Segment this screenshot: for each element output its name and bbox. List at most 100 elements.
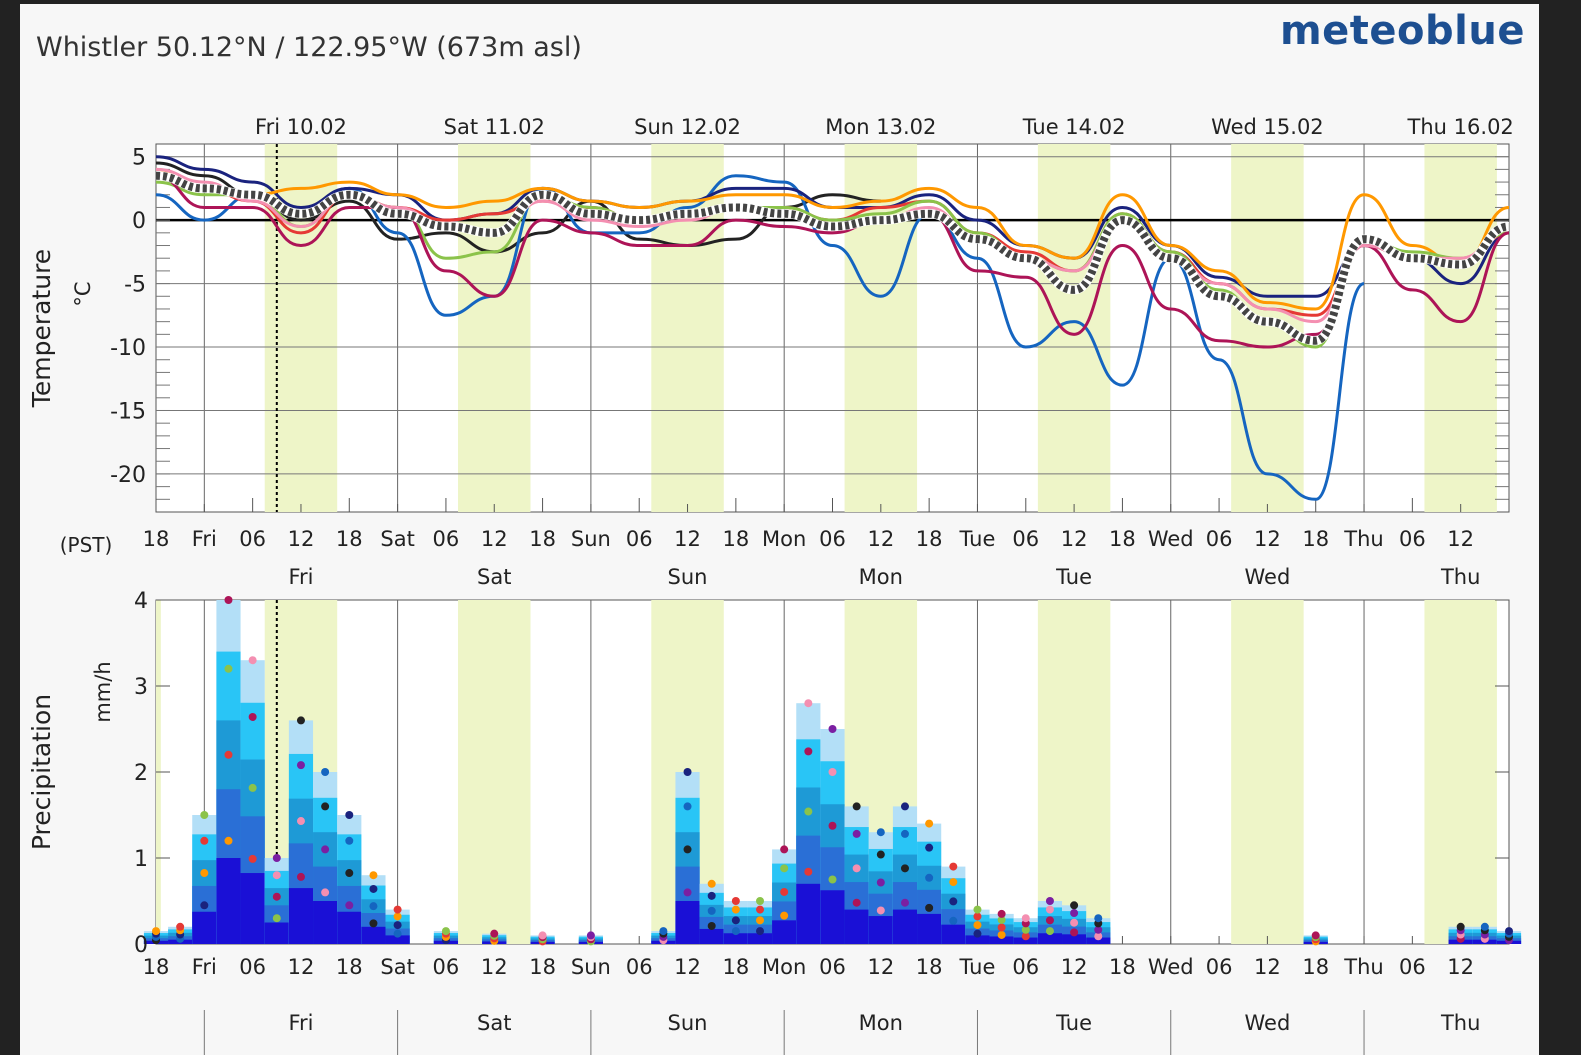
- precip-member-dot: [152, 927, 160, 936]
- precip-member-dot: [997, 930, 1006, 939]
- day-label: Sat: [477, 565, 511, 589]
- precip-member-dot: [200, 836, 209, 845]
- temperature-tick-label: -20: [110, 463, 146, 488]
- precip-member-dot: [272, 871, 281, 880]
- hour-label: 18: [336, 527, 363, 551]
- precip-bar: [288, 888, 314, 944]
- precip-member-dot: [248, 783, 257, 792]
- ensemble-mean-line: [155, 171, 1510, 345]
- precip-bar: [337, 911, 362, 944]
- precip-bar: [868, 916, 893, 944]
- date-label: Thu 16.02: [1407, 115, 1514, 139]
- hour-label: Sun: [571, 955, 611, 979]
- hour-label: Tue: [959, 955, 996, 979]
- precip-member-dot: [248, 854, 257, 863]
- precip-member-dot: [272, 892, 281, 901]
- precip-member-dot: [683, 888, 692, 897]
- date-label: Mon 13.02: [825, 115, 936, 139]
- precip-member-dot: [973, 921, 982, 930]
- temperature-tick-label: -15: [110, 399, 146, 424]
- precip-bar: [264, 922, 289, 944]
- hour-label: Fri: [192, 955, 217, 979]
- hour-label: 12: [1254, 527, 1281, 551]
- daylight-band: [1424, 600, 1497, 944]
- precip-member-dot: [369, 902, 378, 911]
- precip-member-dot: [345, 869, 354, 878]
- precip-bar: [844, 909, 869, 944]
- precip-member-dot: [393, 921, 402, 930]
- hour-label: Wed: [1148, 527, 1194, 551]
- precip-member-dot: [683, 802, 692, 811]
- precip-member-dot: [1480, 922, 1489, 931]
- precip-member-dot: [321, 768, 330, 776]
- precip-bar: [385, 935, 410, 944]
- precip-bar: [723, 933, 748, 944]
- precip-member-dot: [1045, 905, 1054, 914]
- precip-member-dot: [876, 828, 885, 837]
- hour-label: 06: [239, 955, 266, 979]
- hour-label: 18: [722, 527, 749, 551]
- precip-member-dot: [683, 845, 692, 854]
- precip-bar: [240, 873, 265, 944]
- precip-member-dot: [949, 897, 958, 906]
- precip-member-dot: [828, 768, 837, 776]
- precip-member-dot: [876, 850, 885, 859]
- precip-bar: [1086, 937, 1111, 944]
- precip-member-dot: [683, 768, 692, 776]
- precip-member-dot: [586, 931, 595, 940]
- precip-member-dot: [321, 802, 330, 811]
- hour-label: 18: [722, 955, 749, 979]
- precip-member-dot: [176, 922, 185, 931]
- hour-label: Wed: [1148, 955, 1194, 979]
- precip-member-dot: [1021, 932, 1030, 941]
- hour-label: Sat: [380, 527, 414, 551]
- hour-label: 06: [626, 527, 653, 551]
- precip-bar: [917, 913, 942, 944]
- date-label: Fri 10.02: [255, 115, 347, 139]
- hour-label: 06: [1012, 527, 1039, 551]
- precip-member-dot: [272, 914, 281, 923]
- precip-member-dot: [731, 897, 740, 905]
- day-label: Fri: [288, 565, 313, 589]
- hour-label: 18: [1109, 955, 1136, 979]
- precip-member-dot: [224, 664, 233, 673]
- precip-bar: [989, 936, 1014, 944]
- precip-member-dot: [1070, 901, 1079, 910]
- hour-label: 18: [529, 527, 556, 551]
- precip-member-dot: [997, 915, 1006, 924]
- precip-member-dot: [780, 887, 789, 896]
- precip-member-dot: [296, 817, 305, 826]
- precip-member-dot: [345, 836, 354, 845]
- hour-label: Thu: [1343, 527, 1383, 551]
- precip-member-dot: [804, 807, 813, 816]
- precip-member-dot: [200, 869, 209, 878]
- precip-member-dot: [393, 912, 402, 921]
- daylight-band: [1231, 600, 1304, 944]
- temperature-unit: °C: [71, 281, 95, 306]
- precip-member-dot: [369, 884, 378, 893]
- precip-member-dot: [707, 906, 716, 915]
- hour-label: 12: [481, 527, 508, 551]
- hour-label: 18: [336, 955, 363, 979]
- location-title: Whistler 50.12°N / 122.95°W (673m asl): [36, 32, 582, 63]
- precip-bar: [192, 911, 217, 944]
- precip-member-dot: [1070, 918, 1079, 927]
- precip-member-dot: [296, 872, 305, 881]
- precip-member-dot: [1070, 909, 1079, 918]
- bottom-day-label: Tue: [1055, 1011, 1092, 1035]
- precip-member-dot: [804, 699, 813, 708]
- precip-bar: [965, 935, 990, 944]
- temperature-tick-label: -10: [110, 336, 146, 361]
- precip-member-dot: [852, 829, 861, 838]
- precip-member-dot: [345, 811, 354, 819]
- precip-bar: [313, 901, 338, 944]
- meteoblue-logo[interactable]: meteoblue: [1280, 8, 1525, 54]
- hour-label: 12: [867, 527, 894, 551]
- precip-member-dot: [900, 864, 909, 873]
- precip-member-dot: [731, 905, 740, 914]
- hour-label: 18: [529, 955, 556, 979]
- precip-member-dot: [876, 906, 885, 915]
- hour-label: 06: [239, 527, 266, 551]
- precip-bar: [1013, 937, 1038, 944]
- hour-label: 06: [433, 527, 460, 551]
